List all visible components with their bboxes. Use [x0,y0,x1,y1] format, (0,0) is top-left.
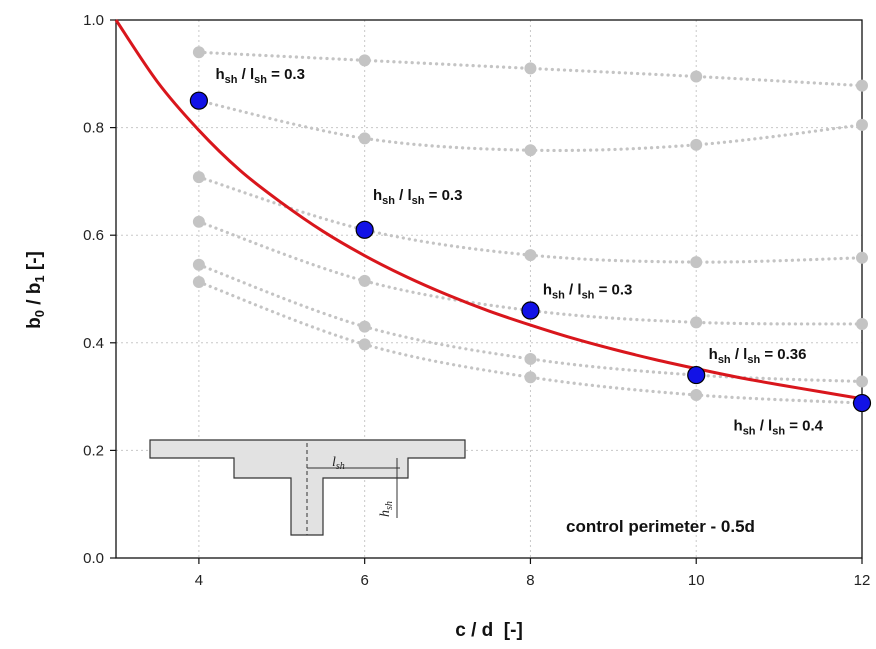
y-tick-label: 0.6 [83,227,104,244]
plot-frame [115,19,863,559]
gray-point [690,138,703,151]
blue-point [852,393,872,413]
gray-point [524,352,537,365]
gray-point [524,371,537,384]
gray-point [192,46,205,59]
y-tick-label: 0.2 [83,442,104,459]
y-tick-label: 1.0 [83,12,104,29]
gray-point [690,70,703,83]
gray-point [524,249,537,262]
gray-point [856,317,868,330]
x-tick-label: 10 [688,572,705,589]
gray-series-group [192,46,868,410]
gray-point [192,171,205,184]
red-fit-curve [114,19,863,401]
gray-point [856,251,868,264]
y-tick-label: 0.8 [83,120,104,137]
gray-point [192,258,205,271]
gray-point [856,118,868,131]
gray-point [358,338,371,351]
gray-point [690,388,703,401]
red-curve-group [114,19,863,401]
gray-point [358,274,371,287]
gray-point [192,276,205,289]
gray-point [856,79,868,92]
hsh-lsh-annotation: hsh / lsh = 0.36 [709,346,807,366]
x-tick-label: 6 [360,572,368,589]
x-tick-label: 12 [854,572,871,589]
gray-point [358,132,371,145]
hsh-lsh-annotation: hsh / lsh = 0.3 [215,66,304,86]
blue-point [687,365,706,385]
gray-point [358,320,371,333]
x-tick-label: 4 [195,572,203,589]
gray-point [524,62,537,75]
y-tick-label: 0.0 [83,550,104,567]
inset-hsh-label: hsh [378,501,395,517]
gray-point [690,256,703,269]
y-axis-title: b0 / b1 [-] [24,251,47,329]
gray-point [524,144,537,157]
gray-point [690,316,703,329]
x-axis-title: c / d [-] [455,620,523,641]
gray-series-line [197,50,864,88]
hsh-lsh-annotation: hsh / lsh = 0.3 [543,281,632,301]
blue-point [189,91,208,110]
x-tick-label: 8 [526,572,534,589]
grid-lines [116,20,862,558]
gray-point [192,215,205,228]
inset-lsh-label: lsh [332,455,345,472]
control-perimeter-note: control perimeter - 0.5d [566,517,755,536]
gray-series-line [197,220,864,326]
hsh-lsh-annotation: hsh / lsh = 0.4 [734,417,824,437]
annotations-group: hsh / lsh = 0.3 hsh / lsh = 0.3 hsh / lsh … [215,66,823,437]
blue-points-group [189,91,872,413]
hsh-lsh-annotation: hsh / lsh = 0.3 [373,187,462,207]
inset-cross-section: lsh hsh [149,439,466,536]
gray-point [358,54,371,67]
y-tick-label: 0.4 [83,335,104,352]
axis-ticks: 4 6 8 10 12 0.0 0.2 0.4 0.6 0.8 1.0 [83,12,870,589]
blue-point [521,301,540,320]
gray-point [856,375,868,388]
blue-point [355,220,374,239]
